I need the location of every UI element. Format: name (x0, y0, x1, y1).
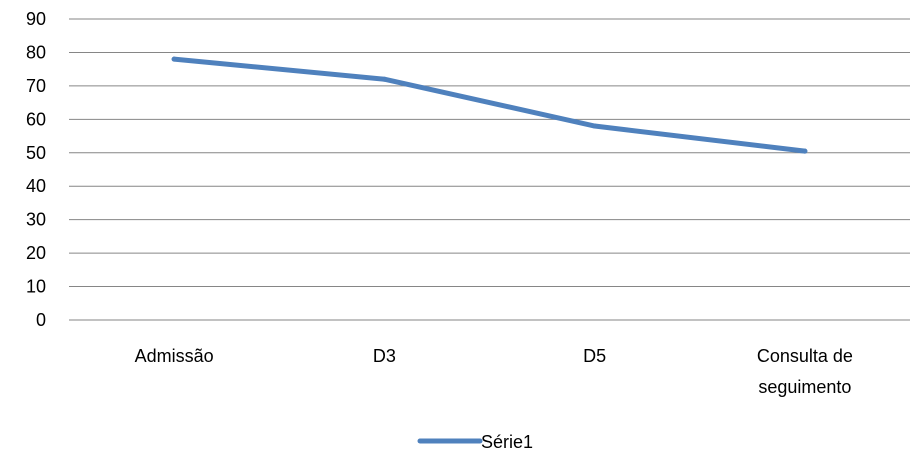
x-category-label: Admissão (135, 346, 214, 366)
x-category-label-line: Admissão (135, 346, 214, 366)
x-category-label-line: seguimento (758, 377, 851, 397)
x-category-label: Consulta de seguimento (757, 346, 853, 397)
y-tick-label: 60 (26, 109, 46, 129)
data-point (171, 56, 177, 62)
y-tick-label: 30 (26, 210, 46, 230)
series-line-0 (171, 56, 808, 154)
data-point (802, 148, 808, 154)
y-tick-label: 20 (26, 243, 46, 263)
y-axis-tick-labels: 0 10 20 30 40 50 60 70 80 90 (26, 9, 46, 330)
legend-label-serie1: Série1 (481, 432, 533, 452)
y-tick-label: 90 (26, 9, 46, 29)
x-category-label: D5 (583, 346, 606, 366)
y-tick-label: 70 (26, 76, 46, 96)
legend: Série1 (417, 432, 533, 452)
y-tick-label: 80 (26, 42, 46, 62)
gridlines (69, 18, 910, 321)
y-tick-label: 10 (26, 277, 46, 297)
x-axis-category-labels: Admissão D3 D5 Consulta de seguimento (135, 346, 853, 397)
x-category-label-line: D3 (373, 346, 396, 366)
series-lines (171, 56, 808, 154)
x-category-label: D3 (373, 346, 396, 366)
x-category-label-line: Consulta de (757, 346, 853, 366)
data-point (381, 76, 387, 82)
y-tick-label: 40 (26, 176, 46, 196)
data-point (592, 123, 598, 129)
y-tick-label: 50 (26, 143, 46, 163)
x-category-label-line: D5 (583, 346, 606, 366)
y-tick-label: 0 (36, 310, 46, 330)
